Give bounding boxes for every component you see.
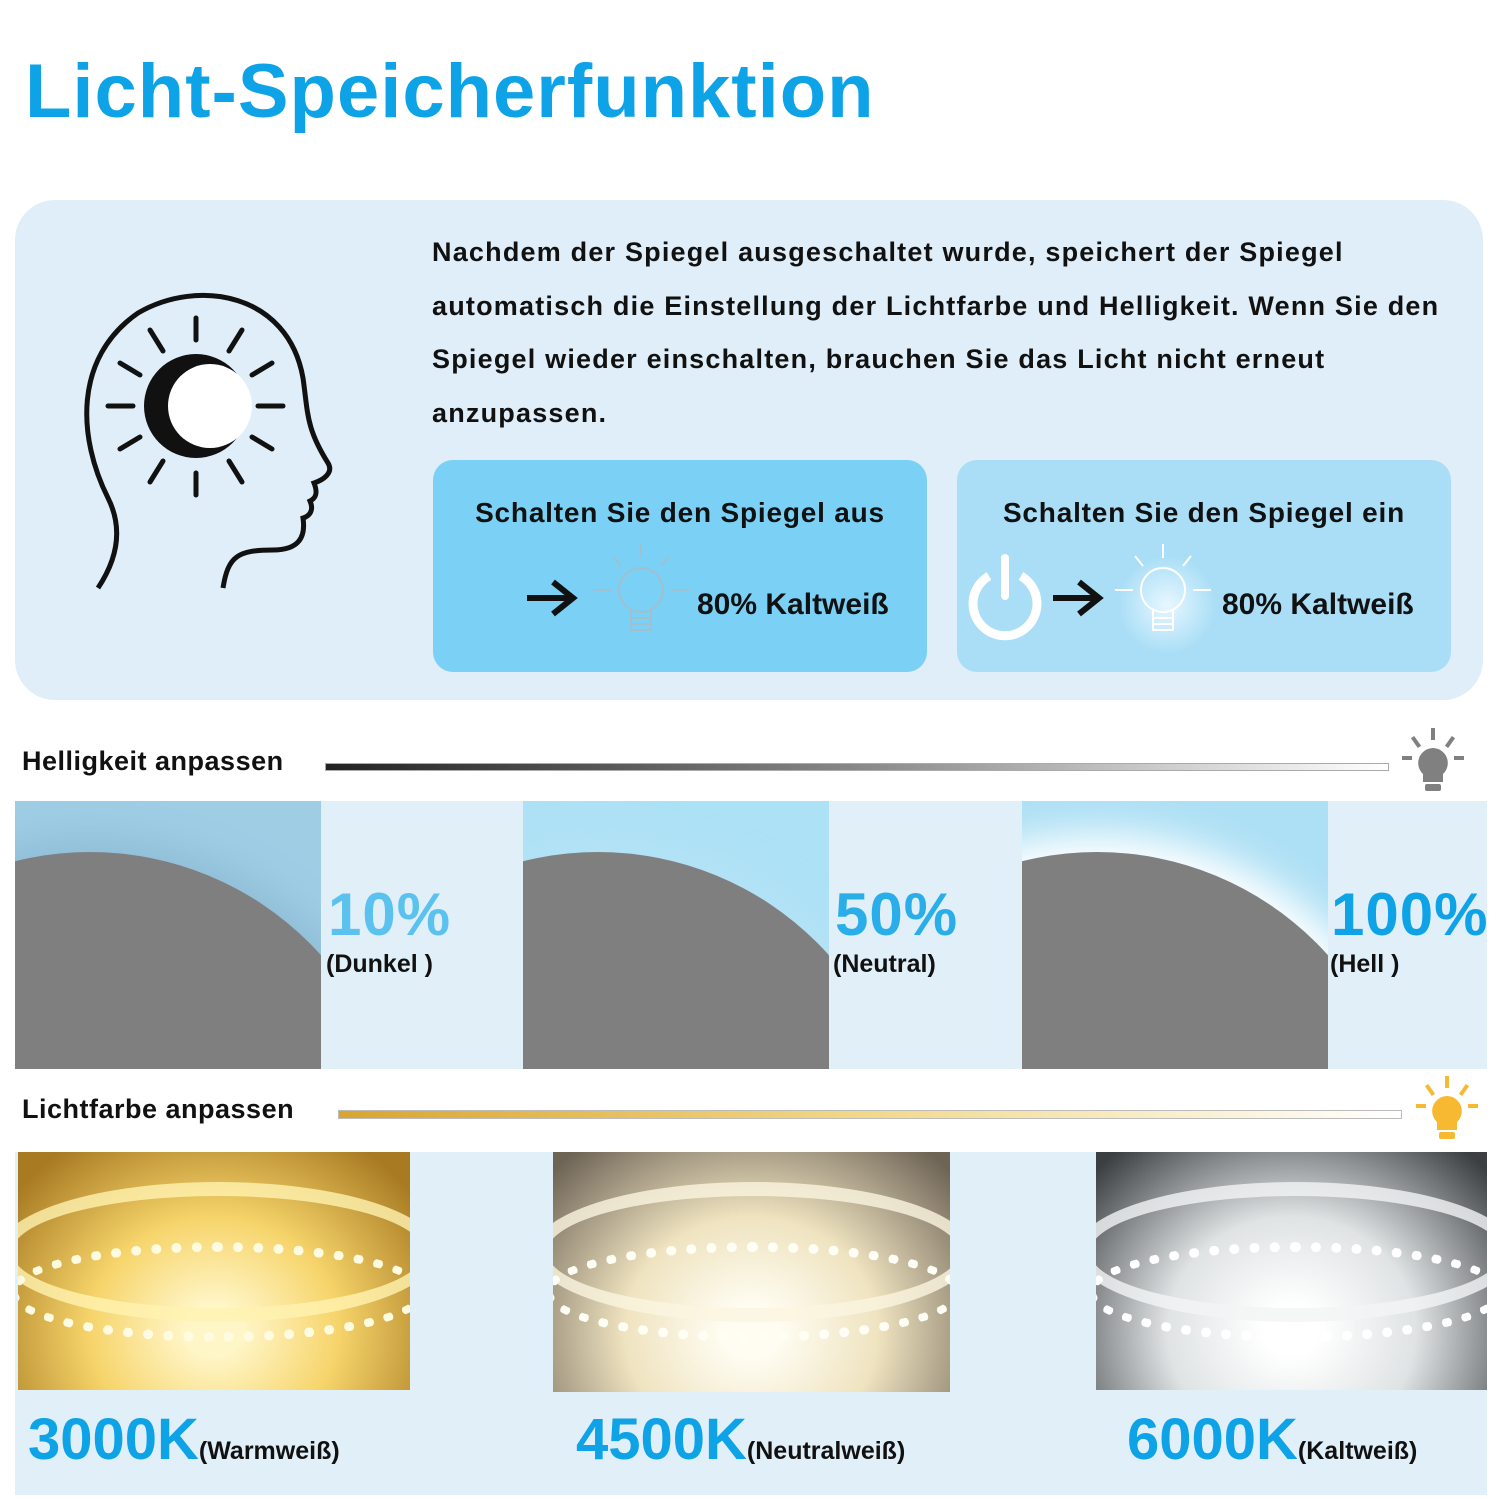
color-temp-4500k: 4500K(Neutralweiß): [576, 1406, 905, 1473]
color-heading: Lichtfarbe anpassen: [22, 1094, 295, 1124]
kelvin-value: 4500K: [576, 1407, 747, 1472]
brightness-percent: 10%: [328, 881, 452, 948]
lightbulb-gray-icon: [1402, 728, 1464, 791]
mirror-off-title: Schalten Sie den Spiegel aus: [475, 497, 885, 528]
brightness-gradient-bar: [325, 763, 1389, 771]
kelvin-label: (Neutralweiß): [746, 1437, 906, 1465]
brightness-label: (Dunkel ): [326, 950, 433, 978]
kelvin-value: 6000K: [1127, 1407, 1298, 1472]
color-gradient-bar: [338, 1110, 1402, 1119]
brightness-image-50: [523, 801, 829, 1069]
mirror-off-value: 80% Kaltweiß: [697, 588, 889, 621]
power-icon: [968, 554, 1042, 641]
color-temp-3000k: 3000K(Warmweiß): [28, 1406, 340, 1473]
kelvin-label: (Kaltweiß): [1297, 1437, 1418, 1465]
lightbulb-on-icon: [1115, 544, 1211, 631]
led-strip-photo-6000k: [1096, 1152, 1487, 1390]
arrow-right-icon: [527, 579, 578, 617]
mirror-on-title: Schalten Sie den Spiegel ein: [1002, 497, 1406, 528]
brightness-label: (Hell ): [1330, 950, 1400, 978]
arrow-right-icon: [1053, 579, 1104, 617]
page-title: Licht-Speicherfunktion: [25, 49, 875, 134]
intro-text: Nachdem der Spiegel ausgeschaltet wurde,…: [432, 237, 1440, 428]
brightness-image-100: [1022, 801, 1328, 1069]
led-strip-photo-4500k: [553, 1152, 950, 1392]
brightness-image-10: [15, 801, 321, 1069]
brightness-heading: Helligkeit anpassen: [22, 746, 284, 776]
brightness-percent: 50%: [835, 881, 959, 948]
kelvin-value: 3000K: [28, 1407, 199, 1472]
mirror-off-card: Schalten Sie den Spiegel aus 80% Kaltwei…: [433, 460, 927, 672]
kelvin-label: (Warmweiß): [198, 1437, 340, 1465]
lightbulb-off-icon: [593, 544, 689, 631]
mirror-on-card: Schalten Sie den Spiegel ein 80% Kaltwei…: [957, 460, 1451, 672]
head-sun-moon-icon: [84, 292, 333, 590]
mirror-on-value: 80% Kaltweiß: [1222, 588, 1414, 621]
led-strip-photo-3000k: [18, 1152, 410, 1390]
lightbulb-yellow-icon: [1416, 1076, 1478, 1139]
color-temp-6000k: 6000K(Kaltweiß): [1127, 1406, 1417, 1473]
brightness-percent: 100%: [1331, 881, 1489, 948]
brightness-label: (Neutral): [833, 950, 936, 978]
